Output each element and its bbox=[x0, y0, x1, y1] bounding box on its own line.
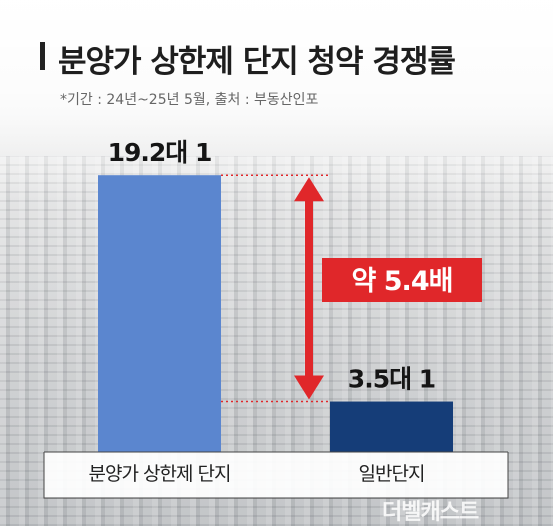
arrow-head-down bbox=[294, 375, 324, 400]
source-note: *기간 : 24년~25년 5월, 출처 : 부동산인포 bbox=[60, 92, 319, 108]
bar-1 bbox=[98, 175, 221, 452]
ratio-badge bbox=[322, 258, 482, 302]
bar-2 bbox=[330, 401, 453, 452]
arrow-shaft bbox=[305, 199, 313, 378]
arrow-head-up bbox=[294, 177, 324, 202]
chart-title: 분양가 상한제 단지 청약 경쟁률 bbox=[58, 44, 456, 80]
watermark-logo: 더벨캐스트 bbox=[382, 500, 479, 525]
background-haze bbox=[0, 0, 553, 200]
data-label-2: 3.5대 1 bbox=[348, 365, 435, 394]
data-label-1: 19.2대 1 bbox=[108, 138, 212, 167]
category-label-2: 일반단지 bbox=[359, 463, 425, 485]
title-marker-bar bbox=[40, 42, 45, 70]
ratio-badge-text: 약 5.4배 bbox=[352, 266, 453, 297]
category-axis-box bbox=[43, 452, 509, 499]
category-label-1: 분양가 상한제 단지 bbox=[89, 463, 231, 485]
